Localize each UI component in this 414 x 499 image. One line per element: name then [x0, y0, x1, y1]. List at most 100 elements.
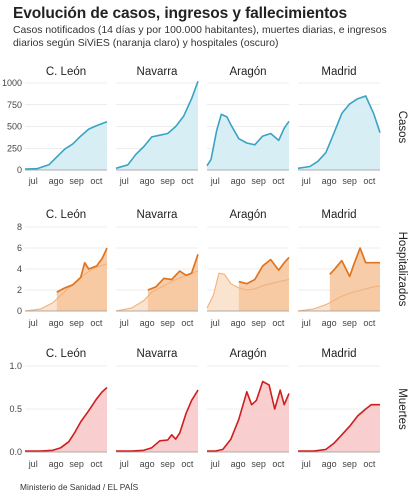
y-tick-label: 0: [17, 165, 22, 175]
series-area: [329, 248, 380, 311]
x-tick-label: ago: [322, 176, 337, 186]
x-tick-label: jul: [28, 176, 38, 186]
x-tick-label: ago: [49, 318, 64, 328]
x-tick-label: jul: [210, 176, 220, 186]
x-tick-label: sep: [342, 176, 357, 186]
x-tick-label: jul: [119, 459, 129, 469]
x-tick-label: sep: [251, 176, 266, 186]
x-tick-label: oct: [272, 176, 285, 186]
panel-title: Navarra: [137, 209, 179, 221]
series-area: [207, 114, 289, 170]
row-label: Casos: [396, 111, 408, 144]
x-tick-label: sep: [342, 459, 357, 469]
x-tick-label: oct: [90, 318, 103, 328]
y-tick-label: 1.0: [9, 361, 22, 371]
y-tick-label: 0: [17, 306, 22, 316]
panel-title: C. León: [46, 209, 86, 221]
x-tick-label: sep: [342, 318, 357, 328]
panel-title: C. León: [46, 348, 86, 360]
x-tick-label: ago: [322, 318, 337, 328]
x-tick-label: ago: [231, 459, 246, 469]
x-tick-label: ago: [140, 176, 155, 186]
x-tick-label: jul: [210, 459, 220, 469]
series-line: [297, 95, 381, 170]
series-line: [115, 81, 199, 170]
panel-title: Navarra: [137, 66, 179, 78]
panel-title: Aragón: [229, 209, 266, 221]
series-line: [147, 254, 199, 291]
x-tick-label: oct: [90, 459, 103, 469]
panel-title: Navarra: [137, 348, 179, 360]
y-tick-label: 6: [17, 243, 22, 253]
series-line: [297, 285, 381, 312]
x-tick-label: jul: [210, 318, 220, 328]
series-line: [298, 403, 380, 452]
x-tick-label: ago: [49, 176, 64, 186]
y-tick-label: 500: [7, 122, 22, 132]
series-area: [25, 121, 107, 170]
x-tick-label: ago: [231, 318, 246, 328]
y-tick-label: 1000: [2, 78, 22, 88]
x-tick-label: sep: [160, 459, 175, 469]
series-line: [329, 247, 380, 278]
series-area: [56, 248, 107, 311]
x-tick-label: jul: [28, 318, 38, 328]
row-label: Muertes: [396, 388, 408, 430]
series-line: [206, 272, 290, 309]
series-line: [116, 389, 199, 452]
x-tick-label: oct: [363, 318, 376, 328]
y-tick-label: 250: [7, 143, 22, 153]
panel-title: C. León: [46, 66, 86, 78]
series-line: [207, 380, 290, 452]
x-tick-label: oct: [363, 459, 376, 469]
y-tick-label: 2: [17, 285, 22, 295]
series-line: [25, 386, 108, 452]
x-tick-label: jul: [301, 176, 311, 186]
series-line: [206, 113, 290, 167]
x-tick-label: sep: [69, 459, 84, 469]
x-tick-label: oct: [90, 176, 103, 186]
x-tick-label: oct: [272, 459, 285, 469]
y-tick-label: 4: [17, 264, 22, 274]
row-label: Hospitalizados: [396, 232, 408, 307]
x-tick-label: oct: [181, 318, 194, 328]
y-tick-label: 0.5: [9, 404, 22, 414]
series-line: [24, 120, 108, 170]
y-tick-label: 750: [7, 100, 22, 110]
x-tick-label: ago: [49, 459, 64, 469]
series-area: [207, 381, 289, 452]
chart-subtitle: Casos notificados (14 días y por 100.000…: [13, 25, 387, 49]
x-tick-label: sep: [160, 318, 175, 328]
x-tick-label: jul: [119, 318, 129, 328]
y-tick-label: 8: [17, 222, 22, 232]
x-tick-label: jul: [119, 176, 129, 186]
x-tick-label: jul: [28, 459, 38, 469]
panel-title: Aragón: [229, 348, 266, 360]
series-area: [298, 96, 380, 170]
x-tick-label: jul: [301, 459, 311, 469]
series-area: [147, 254, 198, 311]
x-tick-label: ago: [322, 459, 337, 469]
x-tick-label: sep: [160, 176, 175, 186]
x-tick-label: ago: [231, 176, 246, 186]
x-tick-label: sep: [251, 318, 266, 328]
series-area: [238, 257, 289, 311]
x-tick-label: sep: [69, 176, 84, 186]
series-line: [56, 247, 108, 293]
x-tick-label: oct: [181, 176, 194, 186]
x-tick-label: sep: [251, 459, 266, 469]
x-tick-label: sep: [69, 318, 84, 328]
x-tick-label: ago: [140, 459, 155, 469]
series-area: [25, 387, 107, 452]
x-tick-label: jul: [301, 318, 311, 328]
source-credit: Ministerio de Sanidad / EL PAÍS: [20, 482, 139, 492]
x-tick-label: ago: [140, 318, 155, 328]
series-area: [116, 81, 198, 170]
panel-title: Madrid: [321, 209, 356, 221]
series-line: [238, 256, 290, 285]
panel-title: Madrid: [321, 348, 356, 360]
chart-title: Evolución de casos, ingresos y fallecimi…: [13, 5, 348, 22]
y-tick-label: 0.0: [9, 447, 22, 457]
panel-title: Madrid: [321, 66, 356, 78]
